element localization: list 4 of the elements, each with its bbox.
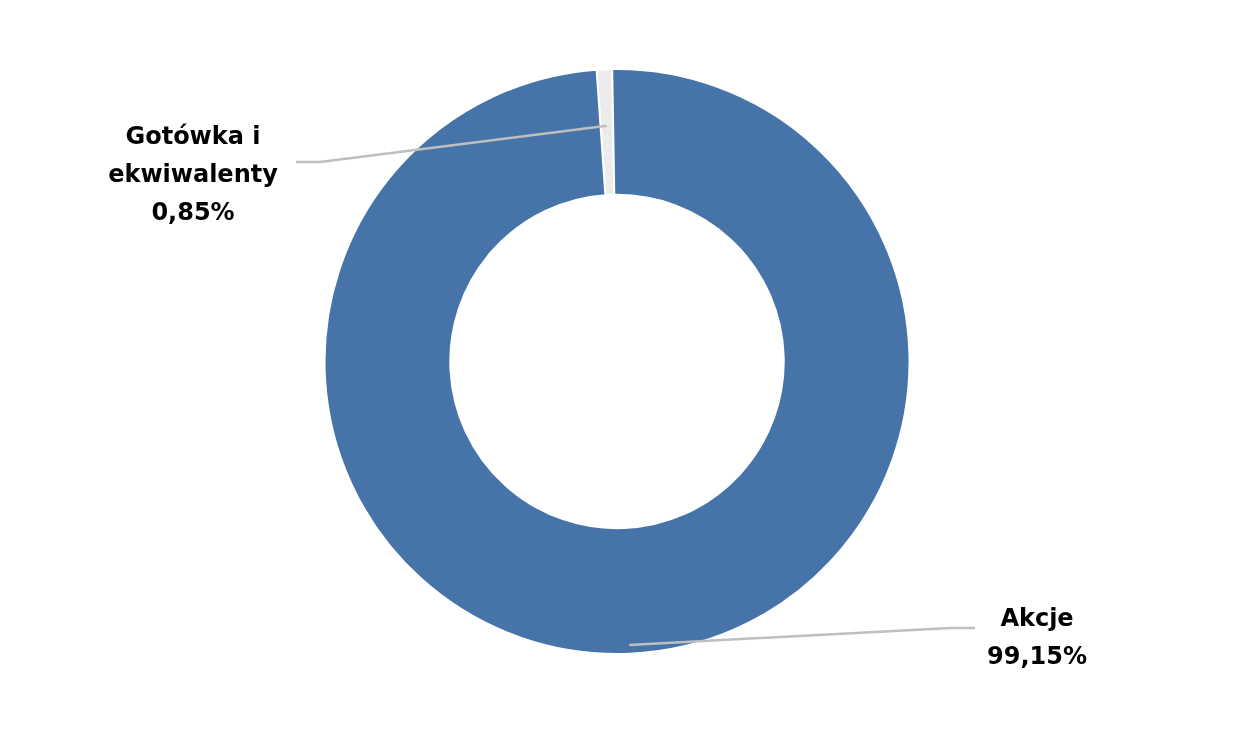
slice-label: Akcje — [1000, 604, 1074, 633]
data-label: 99,15% — [987, 642, 1087, 671]
data-label: 0,85% — [151, 198, 235, 227]
slice-label: Gotówka i ekwiwalenty — [108, 122, 279, 189]
